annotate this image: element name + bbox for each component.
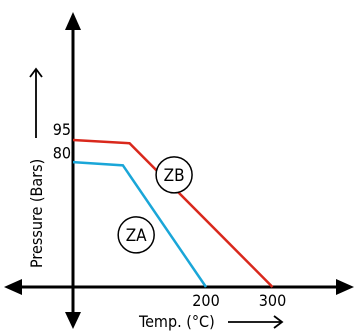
y-axis-label: Pressure (Bars) (27, 159, 46, 268)
series-layer (72, 138, 274, 288)
zone-label-zb: ZB (155, 156, 193, 194)
x-axis-arrow-right (336, 279, 354, 295)
y-axis-arrow-up (65, 12, 81, 30)
y-tick-label: 80 (53, 144, 71, 163)
zone-label-za: ZA (117, 216, 155, 254)
x-axis-arrow-left (4, 279, 22, 295)
annotation-layer: ZB ZA (117, 156, 193, 254)
y-axis-label-arrow-head (29, 67, 43, 78)
series-line-za (72, 160, 208, 288)
y-axis-label-group: Pressure (Bars) (27, 67, 46, 268)
x-axis-label-arrow-head (273, 315, 284, 329)
y-tick-label: 95 (53, 120, 71, 139)
y-axis-arrow-down (65, 312, 81, 329)
tick-layer: 200 300 80 95 (53, 120, 287, 310)
zone-text: ZB (164, 166, 185, 186)
series-line-zb (72, 138, 274, 288)
x-tick-label: 200 (192, 291, 219, 310)
x-tick-label: 300 (259, 291, 286, 310)
zone-text: ZA (126, 226, 147, 246)
x-axis-label: Temp. (°C) (138, 312, 215, 331)
zone-circle (117, 216, 155, 254)
zone-circle (155, 156, 193, 194)
